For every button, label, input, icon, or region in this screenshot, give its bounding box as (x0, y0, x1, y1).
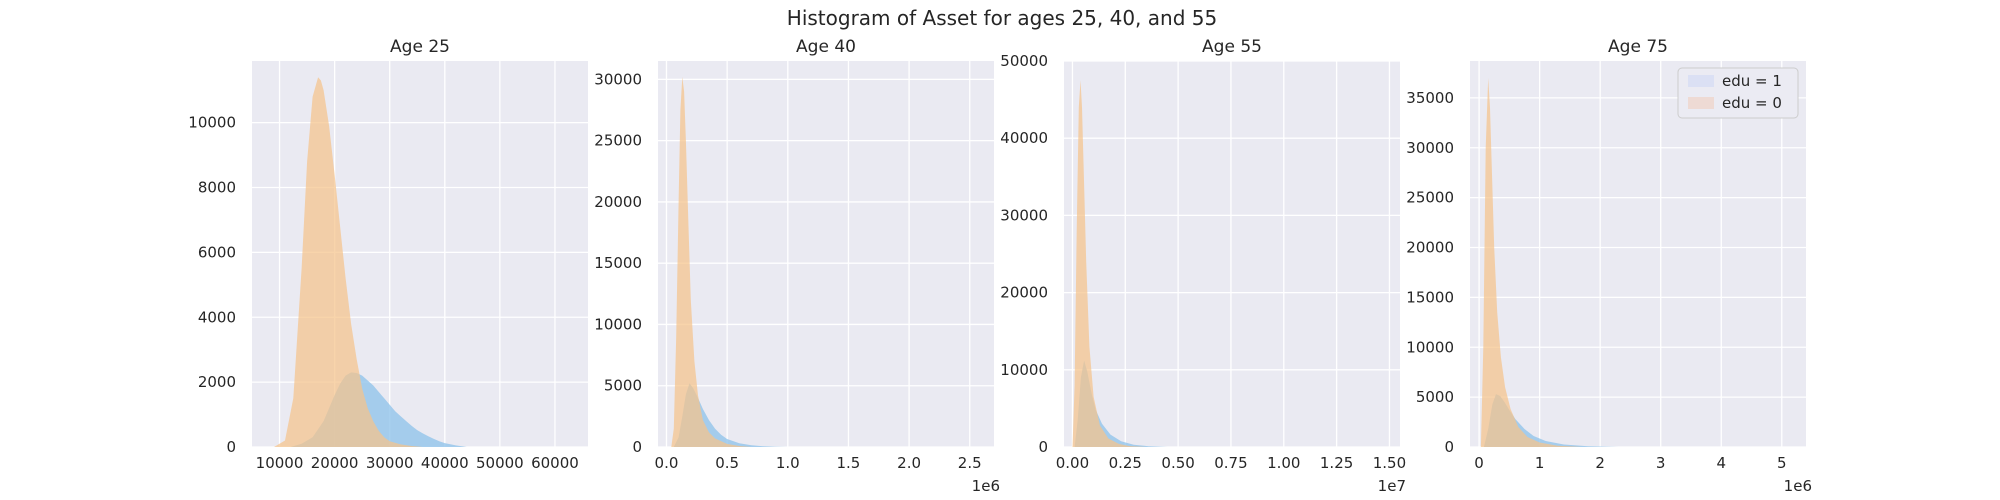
x-tick-label: 0 (1474, 454, 1484, 472)
x-tick-label: 1.0 (776, 454, 800, 472)
x-tick-label: 60000 (531, 454, 579, 472)
y-tick-label: 10000 (188, 114, 236, 132)
panel-title: Age 75 (1608, 37, 1668, 57)
y-tick-label: 2000 (198, 373, 236, 391)
plot-area (1064, 61, 1400, 447)
y-tick-label: 15000 (1406, 288, 1454, 306)
x-tick-label: 4 (1716, 454, 1726, 472)
x-tick-label: 1.00 (1267, 454, 1300, 472)
x-tick-label: 0.00 (1056, 454, 1089, 472)
y-tick-label: 5000 (1416, 388, 1454, 406)
legend-patch-edu-0 (1688, 97, 1714, 109)
legend-label-edu-0: edu = 0 (1722, 94, 1782, 112)
y-tick-label: 30000 (594, 70, 642, 88)
x-tick-label: 0.75 (1214, 454, 1247, 472)
x-tick-label: 40000 (421, 454, 469, 472)
panel-title: Age 40 (796, 37, 856, 57)
y-tick-label: 30000 (1000, 206, 1048, 224)
y-tick-label: 8000 (198, 179, 236, 197)
x-tick-label: 3 (1656, 454, 1666, 472)
legend-patch-edu-1 (1688, 75, 1714, 87)
panel-age-75: 0 1 2 3 4 5 0 5000 10000 15000 20000 25000 30000 3500… (1406, 37, 1812, 495)
x-tick-label: 2 (1595, 454, 1605, 472)
x-tick-label: 1.25 (1320, 454, 1353, 472)
y-tick-label: 30000 (1406, 139, 1454, 157)
x-tick-label: 0.25 (1109, 454, 1142, 472)
y-tick-label: 0 (632, 438, 642, 456)
y-tick-label: 20000 (1406, 239, 1454, 257)
x-tick-label: 1 (1535, 454, 1545, 472)
x-tick-label: 1.50 (1373, 454, 1406, 472)
y-tick-label: 50000 (1000, 52, 1048, 70)
x-offset-label: 1e7 (1378, 477, 1406, 495)
series-edu-0-area (1480, 78, 1582, 447)
y-tick-label: 0 (1038, 438, 1048, 456)
y-tick-label: 40000 (1000, 129, 1048, 147)
legend-label-edu-1: edu = 1 (1722, 72, 1782, 90)
panel-age-55: 0.00 0.25 0.50 0.75 1.00 1.25 1.50 0 10000 20000 3… (1000, 37, 1406, 495)
x-offset-label: 1e6 (972, 477, 1000, 495)
panel-title: Age 25 (390, 37, 450, 57)
plot-area (658, 61, 994, 447)
y-tick-label: 20000 (1000, 284, 1048, 302)
plot-area (1470, 61, 1806, 447)
y-tick-label: 15000 (594, 254, 642, 272)
panel-title: Age 55 (1202, 37, 1262, 57)
y-tick-label: 10000 (1000, 361, 1048, 379)
y-tick-label: 20000 (594, 193, 642, 211)
panel-age-40: 0.0 0.5 1.0 1.5 2.0 2.5 0 5000 10000 15000 20000 25… (594, 37, 1000, 495)
x-tick-label: 2.0 (897, 454, 921, 472)
x-tick-label: 50000 (476, 454, 524, 472)
x-tick-label: 5 (1777, 454, 1787, 472)
y-tick-label: 10000 (1406, 338, 1454, 356)
y-tick-label: 0 (226, 438, 236, 456)
series-edu-0-area (1072, 80, 1147, 447)
x-tick-label: 20000 (311, 454, 359, 472)
figure-suptitle: Histogram of Asset for ages 25, 40, and … (787, 6, 1217, 30)
panel-age-25: 10000 20000 30000 40000 50000 60000 0 2000 4000 6… (188, 37, 588, 472)
y-tick-label: 4000 (198, 308, 236, 326)
y-tick-label: 6000 (198, 243, 236, 261)
x-tick-label: 10000 (256, 454, 304, 472)
y-tick-label: 25000 (594, 132, 642, 150)
x-tick-label: 1.5 (837, 454, 861, 472)
x-tick-label: 0.0 (655, 454, 679, 472)
x-tick-label: 2.5 (958, 454, 982, 472)
y-tick-label: 0 (1444, 438, 1454, 456)
y-tick-label: 10000 (594, 315, 642, 333)
series-edu-0-area (274, 77, 423, 447)
series-edu-0-area (671, 76, 752, 447)
x-offset-label: 1e6 (1784, 477, 1812, 495)
y-tick-label: 25000 (1406, 189, 1454, 207)
x-tick-label: 30000 (366, 454, 414, 472)
y-tick-label: 5000 (604, 377, 642, 395)
legend: edu = 1 edu = 0 (1677, 67, 1799, 119)
x-tick-label: 0.5 (715, 454, 739, 472)
y-tick-label: 35000 (1406, 89, 1454, 107)
x-tick-label: 0.50 (1161, 454, 1194, 472)
